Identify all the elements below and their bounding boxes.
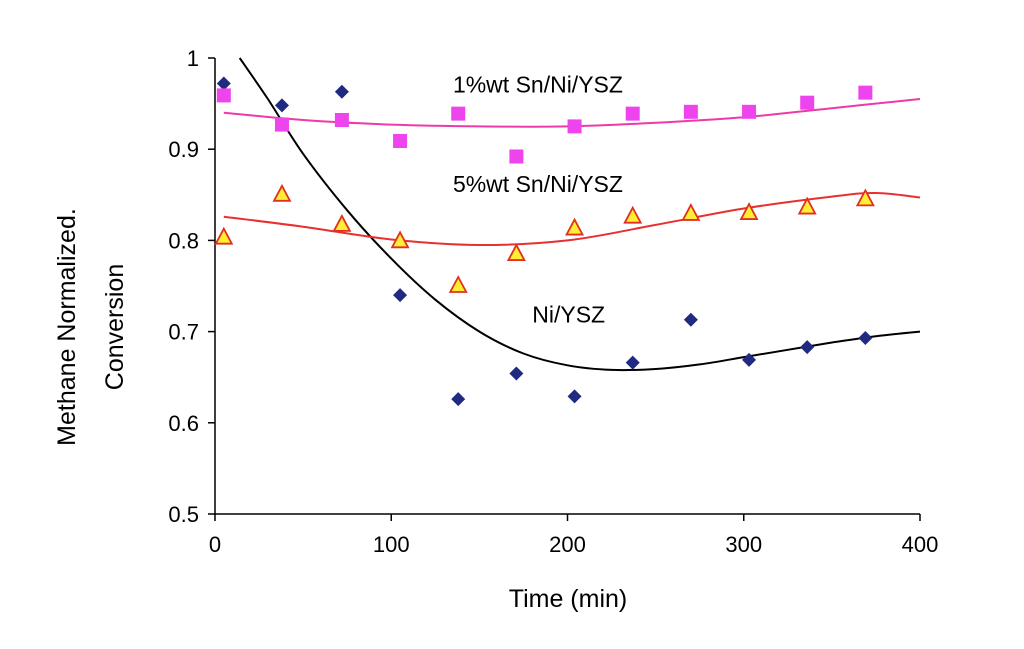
data-point-1-wt-sn-ni-ysz <box>567 119 582 134</box>
data-point-1-wt-sn-ni-ysz <box>216 88 231 103</box>
data-point-5-wt-sn-ni-ysz <box>448 275 468 293</box>
data-point-1-wt-sn-ni-ysz <box>742 104 757 119</box>
trend-line-5-wt-sn-ni-ysz <box>223 191 921 247</box>
x-ticks: 0 100 200 300 400 <box>209 514 938 557</box>
plot-area: 0 100 200 300 400 0.5 0.6 0.7 0.8 0.9 1 1%wt Sn/N… <box>168 46 938 557</box>
data-point-5-wt-sn-ni-ysz <box>681 203 701 221</box>
data-point-5-wt-sn-ni-ysz <box>214 226 234 245</box>
data-point-ni-ysz <box>625 355 640 370</box>
y-tick-label: 0.7 <box>168 320 199 345</box>
data-point-5-wt-sn-ni-ysz <box>565 217 585 236</box>
trend-line-ni-ysz <box>238 57 921 372</box>
data-point-ni-ysz <box>683 312 698 327</box>
data-point-5-wt-sn-ni-ysz <box>272 183 292 202</box>
data-point-ni-ysz <box>800 340 815 355</box>
data-point-1-wt-sn-ni-ysz <box>625 106 640 121</box>
data-point-ni-ysz <box>451 392 466 407</box>
data-point-1-wt-sn-ni-ysz <box>393 133 408 148</box>
data-point-ni-ysz <box>274 98 289 113</box>
data-point-5-wt-sn-ni-ysz <box>332 213 352 232</box>
data-point-ni-ysz <box>393 288 408 303</box>
y-axis-title: Methane Normalized. Conversion <box>53 208 129 446</box>
data-point-ni-ysz <box>742 352 757 367</box>
data-point-1-wt-sn-ni-ysz <box>509 149 524 164</box>
y-tick-label: 0.9 <box>168 137 199 162</box>
data-point-1-wt-sn-ni-ysz <box>451 106 466 121</box>
data-point-1-wt-sn-ni-ysz <box>274 117 289 132</box>
x-tick-label: 0 <box>209 532 221 557</box>
annotation-1-wt-sn-ni-ysz: 1%wt Sn/Ni/YSZ <box>453 72 623 98</box>
data-point-ni-ysz <box>509 366 524 381</box>
data-point-ni-ysz <box>567 389 582 404</box>
data-point-ni-ysz <box>858 330 873 345</box>
data-point-1-wt-sn-ni-ysz <box>683 104 698 119</box>
y-tick-label: 0.8 <box>168 228 199 253</box>
x-tick-label: 400 <box>902 532 939 557</box>
x-tick-label: 200 <box>549 532 586 557</box>
x-tick-label: 300 <box>725 532 762 557</box>
data-point-ni-ysz <box>334 84 349 99</box>
y-tick-label: 1 <box>187 46 199 71</box>
y-axis-title-line-1: Methane Normalized. <box>53 208 81 446</box>
y-tick-label: 0.5 <box>168 502 199 527</box>
data-point-5-wt-sn-ni-ysz <box>506 243 526 261</box>
data-point-1-wt-sn-ni-ysz <box>858 85 873 100</box>
annotation-ni-ysz: Ni/YSZ <box>532 301 605 327</box>
x-axis-title: Time (min) <box>509 585 628 613</box>
data-point-5-wt-sn-ni-ysz <box>739 202 759 220</box>
y-ticks: 0.5 0.6 0.7 0.8 0.9 1 <box>168 46 215 527</box>
x-tick-label: 100 <box>373 532 410 557</box>
data-point-1-wt-sn-ni-ysz <box>334 113 349 128</box>
y-axis-title-line-2: Conversion <box>101 264 129 390</box>
y-tick-label: 0.6 <box>168 411 199 436</box>
annotation-5-wt-sn-ni-ysz: 5%wt Sn/Ni/YSZ <box>453 171 623 197</box>
series-markers <box>214 76 875 407</box>
data-point-ni-ysz <box>216 76 231 91</box>
data-point-5-wt-sn-ni-ysz <box>797 196 817 215</box>
annotations: 1%wt Sn/Ni/YSZ 5%wt Sn/Ni/YSZ Ni/YSZ <box>453 72 623 328</box>
data-point-5-wt-sn-ni-ysz <box>855 188 875 207</box>
data-point-5-wt-sn-ni-ysz <box>623 205 643 224</box>
data-point-5-wt-sn-ni-ysz <box>390 230 410 249</box>
data-point-1-wt-sn-ni-ysz <box>800 95 815 110</box>
